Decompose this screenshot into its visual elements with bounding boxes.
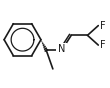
Text: F: F	[100, 21, 106, 31]
Text: F: F	[100, 40, 106, 50]
Text: N: N	[58, 44, 65, 54]
